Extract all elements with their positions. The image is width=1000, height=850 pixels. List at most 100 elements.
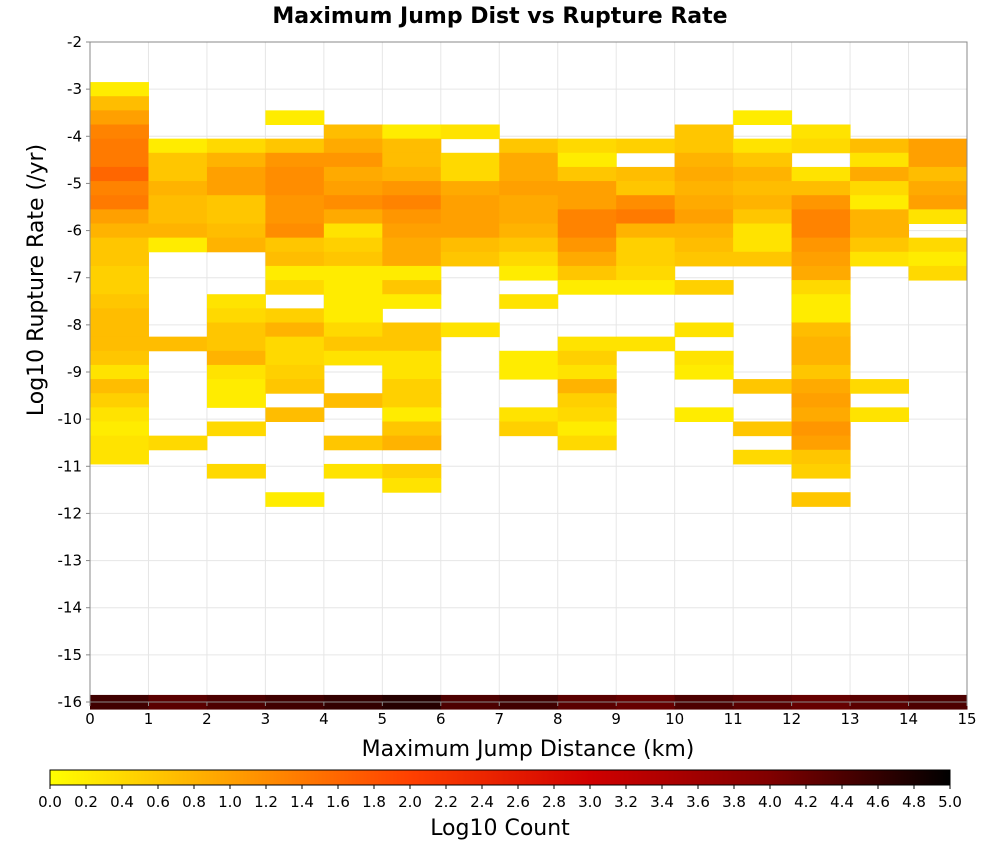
heatmap-cell: [908, 195, 968, 210]
heatmap-cell: [323, 237, 383, 253]
colorbar-tick-label: 1.6: [326, 793, 350, 811]
heatmap-cell: [557, 407, 617, 422]
heatmap-cell: [791, 492, 851, 507]
heatmap-cell: [323, 393, 383, 408]
x-tick-label: 4: [319, 710, 329, 728]
heatmap-cell: [148, 209, 208, 224]
heatmap-cell: [90, 195, 149, 210]
heatmap-cell: [206, 322, 266, 338]
x-tick-label: 11: [724, 710, 743, 728]
colorbar-tick-label: 1.0: [218, 793, 242, 811]
heatmap-cell: [440, 322, 500, 338]
heatmap-cell: [206, 209, 266, 224]
x-tick-label: 5: [378, 710, 388, 728]
heatmap-cell: [674, 251, 734, 267]
heatmap-cell: [90, 138, 149, 154]
heatmap-cell: [733, 181, 793, 196]
heatmap-cell: [440, 152, 500, 168]
y-tick-label: -8: [67, 316, 82, 334]
heatmap-cell: [616, 237, 676, 253]
heatmap-cell: [791, 124, 851, 140]
heatmap-cell: [616, 336, 676, 352]
colorbar-tick-label: 2.8: [542, 793, 566, 811]
heatmap-cell: [791, 195, 851, 210]
heatmap-cell: [674, 407, 734, 422]
colorbar-tick-label: 1.8: [362, 793, 386, 811]
heatmap-cell: [382, 463, 442, 479]
heatmap-cell: [557, 152, 617, 168]
heatmap-cell: [148, 166, 208, 182]
x-tick-label: 3: [261, 710, 271, 728]
heatmap-cell: [323, 322, 383, 338]
colorbar-tick-label: 3.0: [578, 793, 602, 811]
heatmap-cell: [90, 449, 149, 465]
heatmap-cell: [323, 336, 383, 352]
heatmap-cell: [557, 364, 617, 380]
x-tick-label: 8: [553, 710, 563, 728]
heatmap-cell: [616, 251, 676, 267]
heatmap-cell: [557, 421, 617, 437]
colorbar-tick-label: 3.8: [722, 793, 746, 811]
colorbar-tick-label: 4.0: [758, 793, 782, 811]
heatmap-cell: [206, 350, 266, 366]
colorbar-tick-label: 2.6: [506, 793, 530, 811]
heatmap-cell: [206, 379, 266, 394]
heatmap-cell: [616, 223, 676, 239]
heatmap-cell: [323, 181, 383, 196]
heatmap-cell: [791, 407, 851, 422]
colorbar-tick-label: 0.6: [146, 793, 170, 811]
heatmap-cell: [499, 138, 559, 154]
heatmap-cell: [674, 223, 734, 239]
heatmap-cell: [206, 294, 266, 309]
heatmap-cell: [206, 195, 266, 210]
heatmap-cell: [90, 379, 149, 394]
heatmap-cell: [557, 379, 617, 394]
colorbar-tick-label: 4.6: [866, 793, 890, 811]
heatmap-cell: [791, 181, 851, 196]
heatmap-cell: [791, 223, 851, 239]
y-axis-ticks: -2 -3 -4 -5 -6 -7 -8 -9 -10 -11 -12 -13 -14 -15 -16: [58, 33, 90, 711]
heatmap-cell: [791, 350, 851, 366]
heatmap-cell: [908, 181, 968, 196]
colorbar-tick-label: 0.4: [110, 793, 134, 811]
x-tick-label: 14: [899, 710, 918, 728]
colorbar-tick-label: 2.4: [470, 793, 494, 811]
heatmap-cell: [499, 181, 559, 196]
heatmap-cell: [90, 251, 149, 267]
heatmap-cell: [499, 350, 559, 366]
heatmap-cell: [382, 322, 442, 338]
heatmap-cell: [323, 280, 383, 295]
heatmap-cell: [791, 308, 851, 323]
x-tick-label: 13: [841, 710, 860, 728]
x-axis-label: Maximum Jump Distance (km): [362, 737, 695, 762]
heatmap-cell: [616, 265, 676, 281]
heatmap-cell: [791, 393, 851, 408]
heatmap-cell: [90, 308, 149, 323]
heatmap-cell: [265, 379, 325, 394]
heatmap-cell: [206, 421, 266, 437]
heatmap-cell: [265, 195, 325, 210]
heatmap-cell: [323, 195, 383, 210]
heatmap-cell: [382, 166, 442, 182]
colorbar: [49, 769, 951, 786]
heatmap-cell: [557, 251, 617, 267]
heatmap-cell: [791, 138, 851, 154]
heatmap-cell: [850, 152, 910, 168]
heatmap-cell: [382, 152, 442, 168]
heatmap-cell: [90, 421, 149, 437]
heatmap-cell: [557, 336, 617, 352]
heatmap-cell: [557, 138, 617, 154]
colorbar-tick-label: 0.8: [182, 793, 206, 811]
heatmap-cell: [791, 280, 851, 295]
heatmap-cell: [148, 435, 208, 451]
heatmap-cell: [908, 138, 968, 154]
heatmap-cell: [265, 322, 325, 338]
heatmap-cell: [206, 308, 266, 323]
heatmap-cell: [499, 364, 559, 380]
heatmap-cell: [265, 308, 325, 323]
heatmap-cell: [323, 152, 383, 168]
heatmap-cell: [674, 181, 734, 196]
heatmap-cell: [733, 237, 793, 253]
y-tick-label: -3: [67, 80, 82, 98]
heatmap-cell: [90, 435, 149, 451]
